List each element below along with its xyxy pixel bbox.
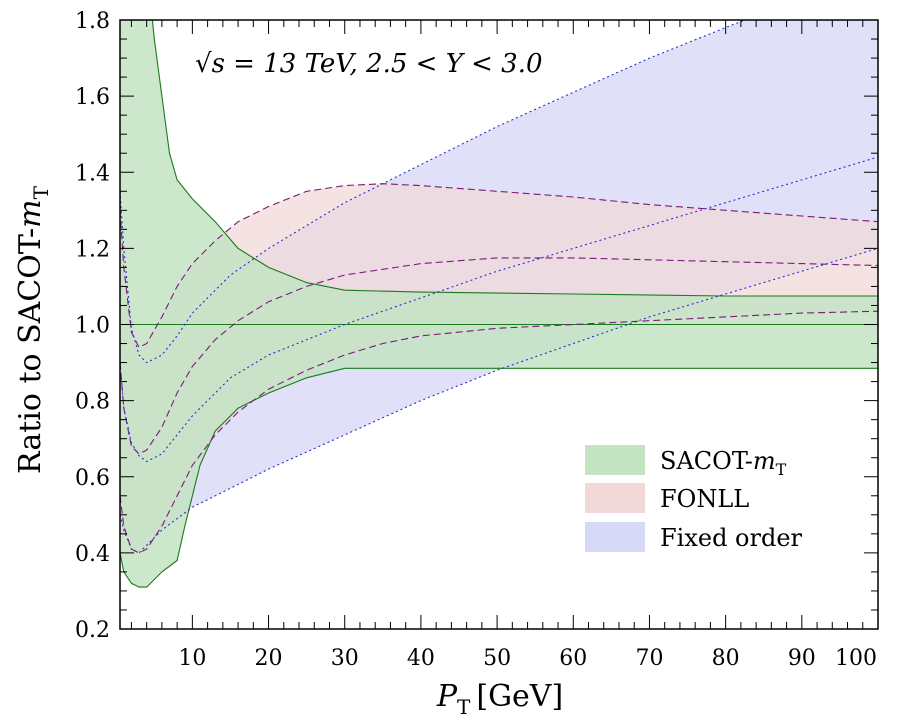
x-tick-label: 100 xyxy=(835,646,877,671)
y-tick-label: 1.4 xyxy=(75,161,110,186)
legend-swatch-fonll xyxy=(585,483,645,513)
x-tick-label: 20 xyxy=(255,646,283,671)
x-tick-label: 80 xyxy=(712,646,740,671)
line-fonll-upper xyxy=(120,183,878,349)
annotation-text: √s = 13 TeV, 2.5 < Y < 3.0 xyxy=(195,49,543,79)
x-tick-label: 40 xyxy=(407,646,435,671)
y-axis-title-sub: T xyxy=(29,185,53,199)
legend-swatch-fixed-order xyxy=(585,522,645,552)
y-tick-label: 0.2 xyxy=(75,618,110,643)
legend: SACOT-mT FONLL Fixed order xyxy=(585,445,803,552)
y-tick-label: 1.2 xyxy=(75,237,110,262)
x-axis-title-unit: [GeV] xyxy=(476,679,563,714)
x-axis-title-main: P xyxy=(436,679,458,714)
line-fixed-order-central xyxy=(120,156,878,463)
line-fixed-order-upper xyxy=(120,20,747,364)
y-tick-label: 0.4 xyxy=(75,542,110,567)
y-tick-label: 1.0 xyxy=(75,314,110,339)
legend-label-fonll: FONLL xyxy=(660,485,749,513)
legend-label-fixed-order: Fixed order xyxy=(660,524,803,552)
y-tick-label: 1.8 xyxy=(75,9,110,34)
y-axis: 0.2 0.4 0.6 0.8 1.0 1.2 1.4 1.6 1.8 xyxy=(75,9,878,643)
x-tick-label: 30 xyxy=(331,646,359,671)
bands-layer xyxy=(120,20,878,588)
x-tick-label: 60 xyxy=(559,646,587,671)
legend-label-sacot: SACOT-mT xyxy=(660,447,787,479)
y-tick-label: 0.8 xyxy=(75,390,110,415)
x-tick-label: 50 xyxy=(483,646,511,671)
lines-layer xyxy=(120,20,878,588)
line-fonll-central xyxy=(120,257,878,455)
y-axis-title-italic: m xyxy=(13,199,48,227)
y-axis-title: Ratio to SACOT-mT xyxy=(13,185,53,474)
x-axis-title-sub: T xyxy=(457,695,471,716)
x-axis-title: PT [GeV] xyxy=(436,679,563,716)
annotation: √s = 13 TeV, 2.5 < Y < 3.0 xyxy=(195,49,543,79)
x-tick-label: 70 xyxy=(635,646,663,671)
y-axis-title-main: Ratio to SACOT- xyxy=(13,228,48,474)
x-tick-label: 90 xyxy=(788,646,816,671)
y-tick-label: 1.6 xyxy=(75,85,110,110)
line-sacot-mt-lower xyxy=(120,367,878,588)
y-tick-label: 0.6 xyxy=(75,466,110,491)
line-sacot-mt-upper xyxy=(151,20,878,297)
band-fonll xyxy=(120,183,878,553)
line-fonll-lower xyxy=(120,310,878,554)
band-sacot-mt xyxy=(120,20,878,588)
legend-swatch-sacot xyxy=(585,445,645,475)
x-tick-label: 10 xyxy=(178,646,206,671)
x-axis: 10 20 30 40 50 60 70 80 90 100 xyxy=(130,20,879,671)
